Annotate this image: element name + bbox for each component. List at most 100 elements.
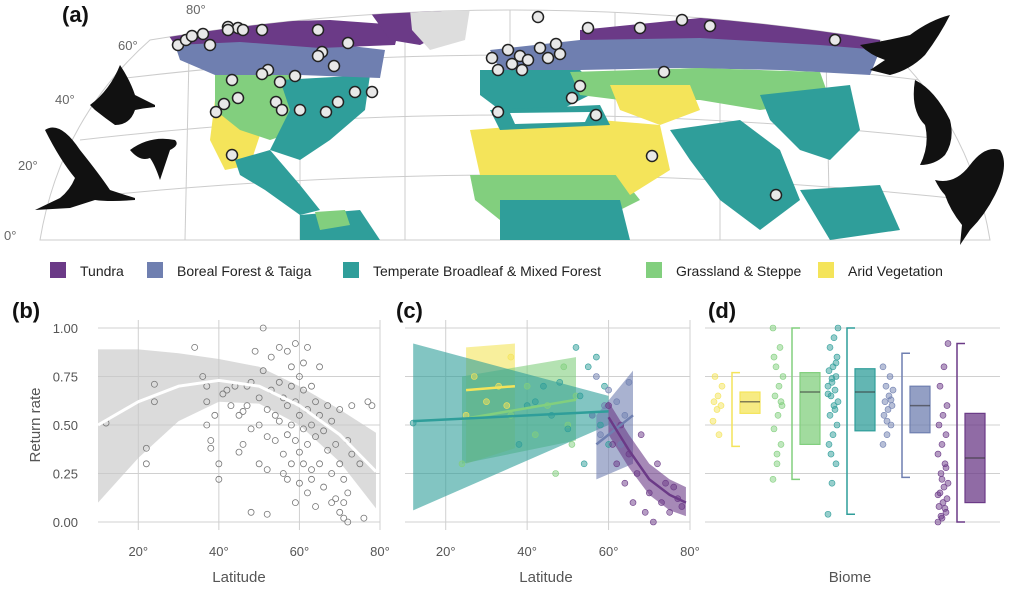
data-point bbox=[938, 441, 946, 448]
data-point bbox=[296, 411, 303, 419]
curlew-silhouette-icon bbox=[35, 127, 135, 210]
data-point bbox=[287, 421, 295, 429]
data-point bbox=[880, 411, 888, 419]
data-point bbox=[564, 425, 572, 433]
site-marker bbox=[769, 188, 783, 202]
data-point bbox=[935, 503, 943, 510]
y-tick-label: 0.50 bbox=[53, 418, 78, 433]
data-point bbox=[199, 373, 207, 380]
data-point bbox=[142, 444, 150, 452]
data-point bbox=[576, 392, 584, 400]
data-point bbox=[769, 476, 777, 483]
site-markers bbox=[171, 10, 842, 202]
panel-c-return-rate-by-biome-vs-latitude: (c) 20° 40° 60° 80° Latitude bbox=[396, 298, 700, 586]
site-marker bbox=[185, 29, 199, 43]
data-point bbox=[769, 324, 777, 332]
site-marker bbox=[703, 19, 717, 33]
data-point bbox=[826, 411, 834, 419]
data-point bbox=[770, 425, 778, 433]
x-tick-label: 80° bbox=[370, 544, 390, 559]
data-point bbox=[150, 398, 158, 406]
whisker bbox=[846, 327, 855, 515]
site-marker bbox=[331, 95, 345, 109]
data-point bbox=[650, 518, 657, 526]
data-point bbox=[831, 386, 839, 394]
data-point bbox=[770, 353, 778, 361]
data-point bbox=[458, 460, 466, 468]
site-marker bbox=[209, 105, 223, 119]
data-point bbox=[328, 499, 336, 507]
lat-label-40: 40° bbox=[55, 92, 75, 107]
data-point bbox=[887, 421, 895, 429]
y-tick-label: 0.00 bbox=[53, 515, 78, 530]
legend-swatch-arid bbox=[818, 262, 834, 278]
site-marker bbox=[657, 65, 671, 79]
data-point bbox=[572, 344, 580, 351]
data-point bbox=[833, 421, 841, 429]
data-point bbox=[886, 373, 894, 380]
data-point bbox=[597, 421, 604, 429]
data-point bbox=[609, 441, 616, 448]
site-marker bbox=[225, 148, 239, 162]
x-axis-title: Latitude bbox=[212, 569, 265, 585]
data-point bbox=[718, 382, 726, 390]
data-point bbox=[824, 382, 832, 390]
data-point bbox=[711, 373, 719, 380]
data-point bbox=[637, 431, 645, 439]
site-marker bbox=[327, 59, 341, 73]
data-point bbox=[832, 359, 840, 367]
data-point bbox=[279, 470, 287, 477]
data-point bbox=[777, 441, 785, 448]
data-point bbox=[304, 343, 311, 351]
site-marker bbox=[221, 23, 235, 37]
x-axis-title: Biome bbox=[829, 569, 872, 585]
data-point bbox=[275, 378, 283, 386]
y-axis-title: Return rate bbox=[27, 387, 44, 462]
data-point bbox=[308, 466, 315, 474]
data-point bbox=[943, 402, 951, 409]
data-point bbox=[775, 382, 783, 390]
data-point bbox=[828, 375, 836, 382]
data-point bbox=[773, 460, 781, 468]
data-point bbox=[320, 427, 328, 435]
data-point bbox=[939, 411, 947, 419]
data-point bbox=[829, 431, 837, 439]
data-point bbox=[942, 431, 950, 439]
data-point bbox=[283, 431, 291, 439]
data-point bbox=[324, 402, 332, 410]
y-tick-label: 1.00 bbox=[53, 321, 78, 336]
panel-b-return-rate-vs-latitude: (b) 20° 40° 60° 80° 0.00 0.25 0.50 0.75 1.00 Lati… bbox=[12, 298, 390, 586]
data-point bbox=[523, 382, 531, 390]
fit-line bbox=[607, 416, 687, 504]
data-point bbox=[776, 344, 784, 351]
data-point bbox=[713, 406, 721, 413]
data-point bbox=[621, 411, 629, 419]
data-point bbox=[507, 353, 515, 361]
site-marker bbox=[633, 21, 647, 35]
data-point bbox=[709, 417, 717, 425]
site-marker bbox=[203, 38, 217, 52]
x-tick-label: 20° bbox=[436, 544, 456, 559]
data-point bbox=[235, 411, 243, 419]
data-point bbox=[296, 479, 303, 487]
box bbox=[799, 372, 821, 445]
data-point bbox=[312, 433, 319, 441]
data-point bbox=[275, 343, 283, 351]
data-point bbox=[296, 373, 303, 380]
legend-swatch-tundra bbox=[50, 262, 66, 278]
data-point bbox=[308, 475, 315, 483]
central-america bbox=[235, 150, 320, 215]
data-point bbox=[584, 363, 592, 371]
data-point bbox=[889, 386, 897, 394]
data-point bbox=[833, 353, 841, 361]
legend-label-arid: Arid Vegetation bbox=[848, 263, 943, 279]
data-point bbox=[279, 450, 287, 458]
fit-line bbox=[595, 414, 634, 446]
data-point bbox=[263, 406, 271, 413]
lat-label-20: 20° bbox=[18, 158, 38, 173]
data-point bbox=[259, 367, 267, 375]
south-america-grassland bbox=[315, 210, 350, 230]
legend-swatch-grassland bbox=[646, 262, 662, 278]
data-point bbox=[887, 396, 895, 404]
